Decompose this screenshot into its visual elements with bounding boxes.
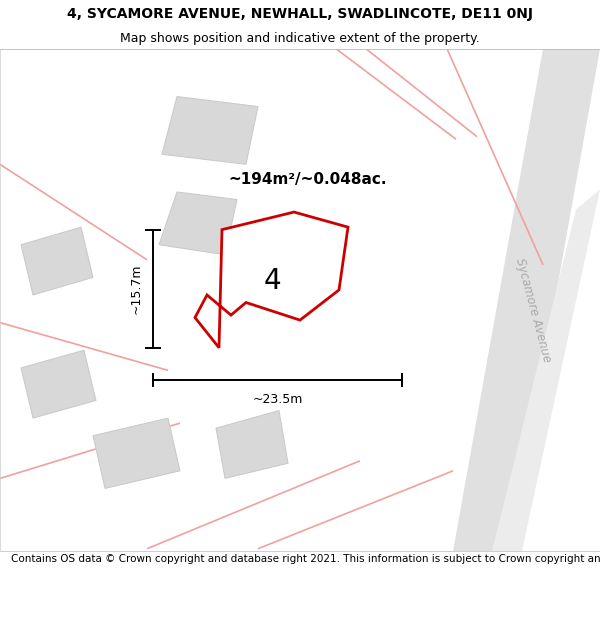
Polygon shape xyxy=(21,350,96,418)
Text: 4, SYCAMORE AVENUE, NEWHALL, SWADLINCOTE, DE11 0NJ: 4, SYCAMORE AVENUE, NEWHALL, SWADLINCOTE… xyxy=(67,7,533,21)
Polygon shape xyxy=(159,192,237,255)
Polygon shape xyxy=(453,49,600,551)
Text: Map shows position and indicative extent of the property.: Map shows position and indicative extent… xyxy=(120,31,480,44)
Text: 4: 4 xyxy=(263,267,281,294)
Text: ~23.5m: ~23.5m xyxy=(253,393,302,406)
Polygon shape xyxy=(93,418,180,489)
Text: Sycamore Avenue: Sycamore Avenue xyxy=(512,256,553,364)
Text: Contains OS data © Crown copyright and database right 2021. This information is : Contains OS data © Crown copyright and d… xyxy=(11,554,600,564)
Text: ~194m²/~0.048ac.: ~194m²/~0.048ac. xyxy=(228,172,386,187)
Polygon shape xyxy=(195,212,348,348)
Polygon shape xyxy=(162,96,258,164)
Polygon shape xyxy=(216,411,288,478)
Polygon shape xyxy=(492,189,600,551)
Polygon shape xyxy=(21,227,93,295)
Text: ~15.7m: ~15.7m xyxy=(129,264,142,314)
